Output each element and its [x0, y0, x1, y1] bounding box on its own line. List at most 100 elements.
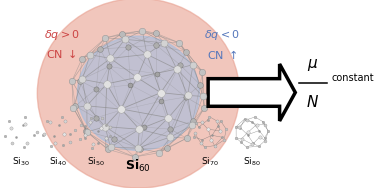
Point [237, 126, 243, 129]
Point [83, 130, 89, 133]
Point [79, 57, 85, 60]
Text: $\delta q > 0$: $\delta q > 0$ [44, 28, 80, 42]
Point [153, 72, 160, 75]
Point [46, 121, 53, 124]
Point [84, 130, 90, 133]
Point [243, 146, 249, 149]
Point [189, 120, 195, 123]
Point [136, 128, 143, 131]
Point [158, 91, 164, 94]
Point [87, 121, 93, 124]
Point [201, 146, 208, 149]
Ellipse shape [37, 0, 240, 188]
Point [107, 134, 113, 137]
Point [6, 120, 12, 123]
Point [245, 130, 251, 133]
Point [34, 130, 40, 133]
Point [90, 143, 96, 146]
Point [97, 47, 103, 50]
Point [82, 134, 88, 137]
Text: Si$_{80}$: Si$_{80}$ [243, 155, 261, 168]
Point [184, 137, 190, 140]
Polygon shape [208, 64, 295, 121]
Point [45, 119, 51, 122]
Point [67, 132, 73, 135]
Point [62, 120, 68, 123]
Point [107, 146, 113, 149]
Point [99, 117, 105, 120]
Point [190, 63, 196, 66]
Point [214, 119, 220, 122]
Point [215, 125, 221, 128]
Point [76, 79, 82, 82]
Point [67, 140, 73, 143]
Point [233, 136, 239, 139]
Point [153, 44, 160, 47]
Point [200, 95, 206, 98]
Point [141, 126, 147, 129]
Point [184, 94, 191, 97]
Point [52, 142, 58, 145]
Point [139, 29, 146, 32]
Point [82, 136, 88, 139]
Point [41, 133, 47, 136]
Point [9, 142, 15, 145]
Point [236, 126, 242, 129]
Point [249, 143, 256, 146]
Text: $\mu$: $\mu$ [307, 57, 318, 73]
Point [119, 32, 125, 35]
Text: Si$_{50}$: Si$_{50}$ [87, 155, 104, 168]
Point [153, 32, 159, 35]
Point [212, 145, 218, 148]
Point [103, 137, 109, 140]
Point [78, 123, 84, 126]
Point [243, 118, 249, 121]
Text: Si$_{40}$: Si$_{40}$ [49, 155, 67, 168]
Point [183, 50, 189, 53]
Point [70, 106, 76, 109]
Point [87, 53, 93, 56]
Point [204, 119, 211, 122]
Text: Si$_{70}$: Si$_{70}$ [201, 155, 219, 168]
Point [167, 136, 174, 139]
Point [60, 144, 66, 147]
Point [254, 123, 260, 126]
Point [174, 67, 180, 70]
Point [137, 147, 143, 150]
Point [118, 109, 124, 112]
Point [20, 123, 26, 126]
Point [256, 145, 262, 148]
Point [84, 104, 90, 107]
Text: CN $\uparrow$: CN $\uparrow$ [207, 48, 237, 61]
Point [72, 105, 78, 108]
Point [198, 121, 204, 124]
Text: Si$_{30}$: Si$_{30}$ [12, 155, 30, 168]
Point [265, 130, 271, 133]
Point [223, 128, 229, 131]
Point [199, 70, 205, 73]
Point [262, 136, 268, 139]
Point [51, 135, 57, 138]
Point [107, 125, 113, 128]
Point [118, 108, 124, 111]
Text: constant: constant [332, 73, 375, 83]
Text: Si$_{60}$: Si$_{60}$ [125, 158, 152, 174]
Point [93, 87, 99, 90]
Point [72, 128, 78, 131]
Point [24, 142, 30, 145]
Point [21, 146, 27, 149]
Point [125, 46, 131, 49]
Point [102, 125, 108, 128]
Point [105, 148, 111, 151]
Point [48, 145, 54, 148]
Point [98, 126, 104, 129]
Point [156, 151, 162, 154]
Point [2, 135, 8, 138]
Point [69, 80, 75, 83]
Point [199, 138, 205, 141]
Text: CN $\downarrow$: CN $\downarrow$ [46, 48, 77, 60]
Point [201, 106, 208, 109]
Point [158, 100, 164, 103]
Point [164, 146, 170, 149]
Point [219, 136, 225, 139]
